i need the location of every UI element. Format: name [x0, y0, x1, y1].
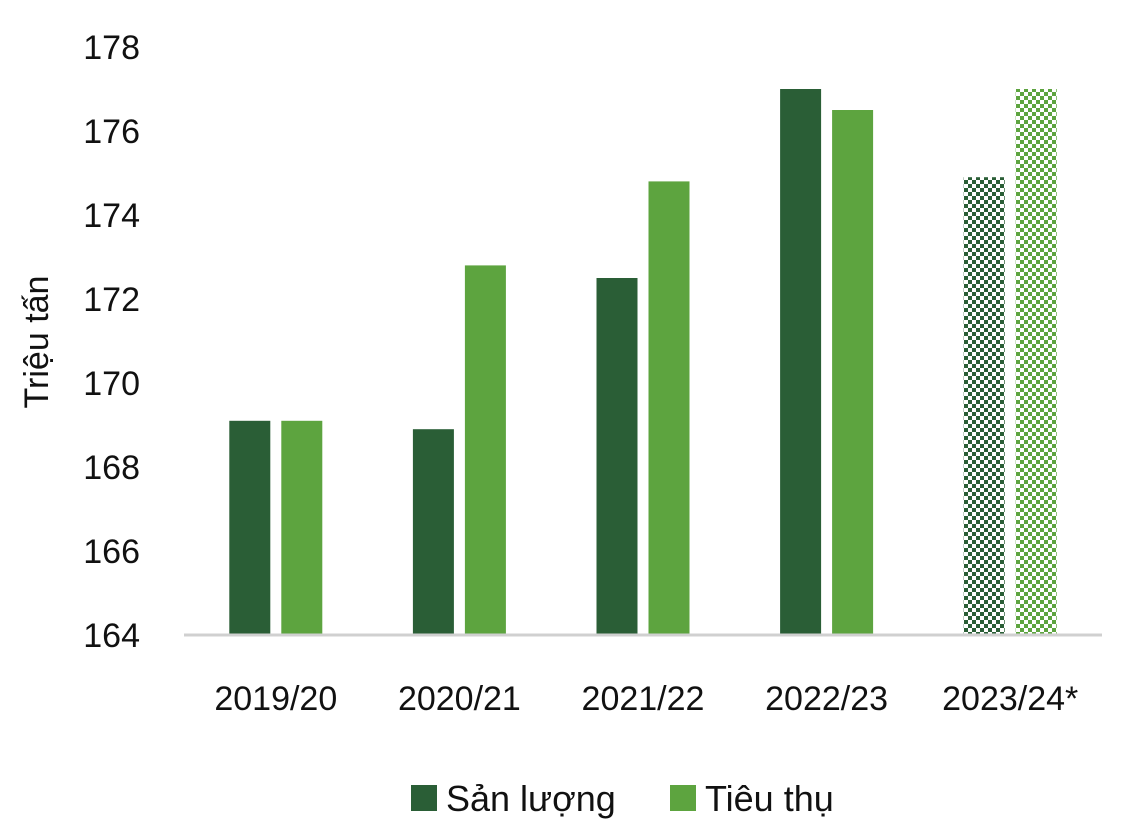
bar-ti-u-th-2023-24 [1015, 89, 1057, 635]
bar-s-n-l-ng-2023-24 [963, 177, 1005, 635]
y-axis-ticks: 164 166 168 170 172 174 176 178 [83, 29, 140, 655]
y-tick-label-166: 166 [83, 533, 140, 571]
y-tick-label-174: 174 [83, 197, 140, 235]
bar-ti-u-th-2021-22 [648, 181, 690, 635]
bars [229, 89, 1057, 635]
legend-label-san-luong: Sản lượng [446, 778, 616, 819]
bar-ti-u-th-2022-23 [832, 110, 874, 635]
x-axis-ticks: 2019/20 2020/21 2021/22 2022/23 2023/24* [214, 680, 1078, 718]
legend-swatch-tieu-thu [670, 785, 696, 811]
y-axis-label: Triệu tấn [18, 276, 56, 409]
x-tick-label-2021-22: 2021/22 [582, 680, 705, 718]
y-tick-label-176: 176 [83, 113, 140, 151]
bar-ti-u-th-2019-20 [281, 420, 323, 635]
bar-s-n-l-ng-2020-21 [412, 429, 454, 635]
bar-s-n-l-ng-2022-23 [780, 89, 822, 635]
y-tick-label-164: 164 [83, 617, 140, 655]
x-tick-label-2020-21: 2020/21 [398, 680, 521, 718]
x-tick-label-2019-20: 2019/20 [214, 680, 337, 718]
y-tick-label-172: 172 [83, 281, 140, 319]
y-tick-label-168: 168 [83, 449, 140, 487]
bar-ti-u-th-2020-21 [464, 265, 506, 635]
x-tick-label-2023-24: 2023/24* [942, 680, 1078, 718]
legend: Sản lượng Tiêu thụ [411, 778, 834, 819]
bar-s-n-l-ng-2021-22 [596, 278, 638, 635]
y-tick-label-178: 178 [83, 29, 140, 67]
y-tick-label-170: 170 [83, 365, 140, 403]
bar-s-n-l-ng-2019-20 [229, 420, 271, 635]
legend-label-tieu-thu: Tiêu thụ [705, 778, 834, 819]
x-tick-label-2022-23: 2022/23 [765, 680, 888, 718]
legend-swatch-san-luong [411, 785, 437, 811]
